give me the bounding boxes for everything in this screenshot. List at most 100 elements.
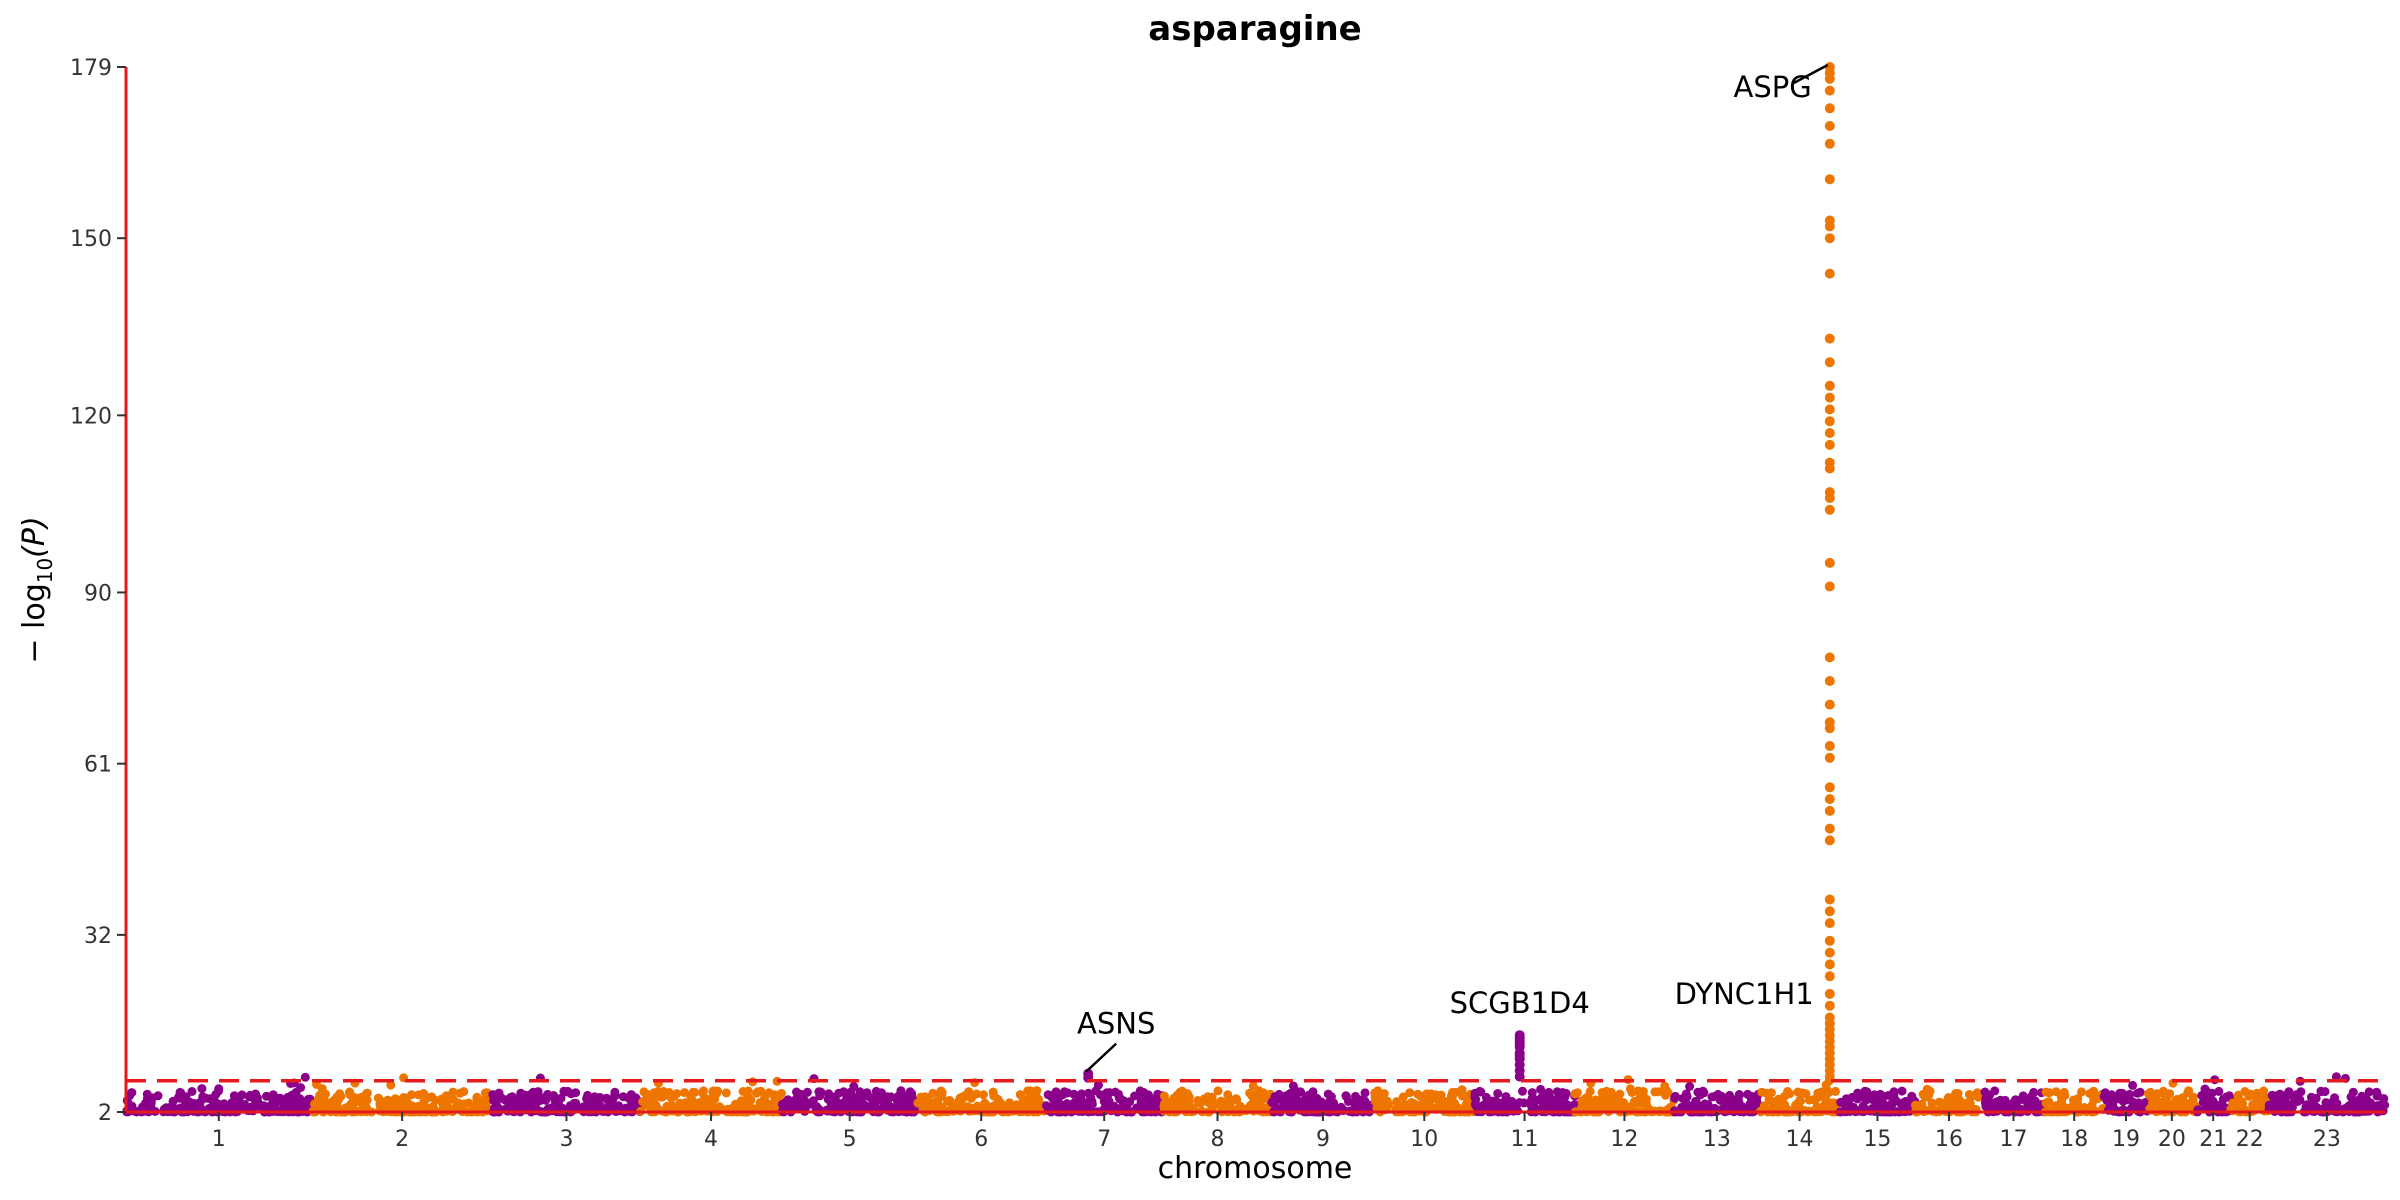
x-tick-label: 13 (1703, 1127, 1731, 1152)
snp-point (386, 1080, 396, 1090)
snp-point (1150, 1100, 1160, 1110)
chart-title: asparagine (1148, 9, 1361, 49)
snp-point (1581, 1093, 1591, 1103)
snp-point (923, 1102, 933, 1112)
snp-point (175, 1087, 185, 1097)
snp-point (1213, 1086, 1223, 1096)
snp-point (1561, 1088, 1571, 1098)
y-tick-label: 120 (70, 404, 112, 429)
y-tick-label: 179 (70, 56, 112, 81)
snp-point (2244, 1091, 2254, 1101)
x-tick-label: 6 (974, 1127, 988, 1152)
snp-point (690, 1087, 700, 1097)
x-tick-label: 1 (212, 1127, 226, 1152)
snp-point (303, 1094, 313, 1104)
snp-point (286, 1096, 296, 1106)
snp-point (876, 1088, 886, 1098)
snp-point (373, 1093, 383, 1103)
peak-point (1824, 794, 1835, 805)
snp-point (1670, 1093, 1680, 1103)
snp-point (536, 1093, 546, 1103)
snp-point (624, 1094, 634, 1103)
x-tick-label: 19 (2112, 1127, 2140, 1152)
peak-point (1824, 73, 1835, 84)
snp-point (883, 1100, 893, 1110)
snp-point (459, 1087, 469, 1097)
snp-point (849, 1082, 859, 1091)
snp-point (1889, 1087, 1899, 1097)
x-tick-label: 17 (1999, 1127, 2027, 1152)
peak-point (1824, 1000, 1835, 1011)
snp-point (1845, 1101, 1855, 1111)
x-tick-label: 3 (559, 1127, 573, 1152)
snp-point (2272, 1093, 2282, 1103)
snp-point (1602, 1086, 1612, 1096)
peak-point (1824, 894, 1835, 905)
snp-point (448, 1087, 458, 1097)
snp-point (594, 1100, 604, 1110)
snp-point (1400, 1100, 1410, 1110)
snp-point (1023, 1096, 1033, 1106)
peak-point (1824, 823, 1835, 834)
snp-point (834, 1088, 844, 1098)
peak-point (1824, 557, 1835, 568)
snp-point (1986, 1100, 1995, 1110)
snp-point (626, 1100, 636, 1110)
snp-point (849, 1103, 859, 1113)
snp-point (252, 1097, 262, 1106)
snp-point (500, 1095, 510, 1105)
snp-point (1341, 1091, 1351, 1101)
snp-point (1421, 1089, 1431, 1099)
snp-point (1964, 1090, 1974, 1099)
snp-point (1005, 1098, 1014, 1108)
snp-point (197, 1084, 207, 1094)
snp-point (1130, 1091, 1140, 1101)
snp-point (582, 1094, 592, 1104)
snp-point (1899, 1098, 1909, 1107)
snp-point (815, 1091, 825, 1101)
snp-point (1650, 1087, 1660, 1097)
snp-point (229, 1100, 239, 1110)
snp-point (262, 1091, 271, 1101)
snp-point (2364, 1087, 2374, 1097)
snp-point (1552, 1087, 1562, 1097)
snp-point (464, 1098, 474, 1108)
annotation-leader-line (1793, 63, 1829, 85)
peak-point (1824, 233, 1835, 244)
snp-point (1162, 1097, 1172, 1107)
snp-point (1615, 1089, 1625, 1099)
snp-point (310, 1099, 319, 1109)
snp-point (1944, 1093, 1953, 1102)
snp-point (2179, 1098, 2188, 1108)
snp-point (295, 1095, 305, 1105)
snp-point (1629, 1103, 1639, 1113)
snp-point (1793, 1087, 1803, 1097)
x-tick-label: 7 (1097, 1127, 1111, 1152)
x-axis-ticks: 1 2 3 4 5 6 7 8 9 10 11 12 13 14 15 16 17 18 19 20 21 22 23 (212, 1112, 2341, 1152)
x-tick-label: 14 (1786, 1127, 1814, 1152)
snp-point (390, 1094, 400, 1104)
snp-point (1831, 1086, 1840, 1096)
snp-point (1304, 1090, 1314, 1100)
snp-point (860, 1100, 870, 1110)
snp-point (1435, 1102, 1445, 1112)
snp-point (894, 1093, 904, 1103)
peak-point (1824, 652, 1835, 663)
peak-point (1824, 504, 1835, 515)
snp-point (1685, 1082, 1695, 1091)
snp-point (855, 1087, 865, 1097)
x-tick-label: 22 (2236, 1127, 2264, 1152)
snp-point (1194, 1098, 1204, 1107)
snp-point (442, 1097, 452, 1107)
peak-point (1824, 935, 1835, 946)
snp-point (1184, 1097, 1194, 1107)
x-tick-label: 18 (2060, 1127, 2088, 1152)
peak-point (1824, 221, 1835, 232)
snp-point (2115, 1088, 2125, 1098)
snp-point (1707, 1092, 1717, 1102)
x-tick-label: 2 (395, 1127, 409, 1152)
snp-point (738, 1087, 748, 1096)
snp-point (945, 1096, 955, 1106)
snp-point (1618, 1103, 1628, 1113)
snp-point (1270, 1092, 1280, 1102)
